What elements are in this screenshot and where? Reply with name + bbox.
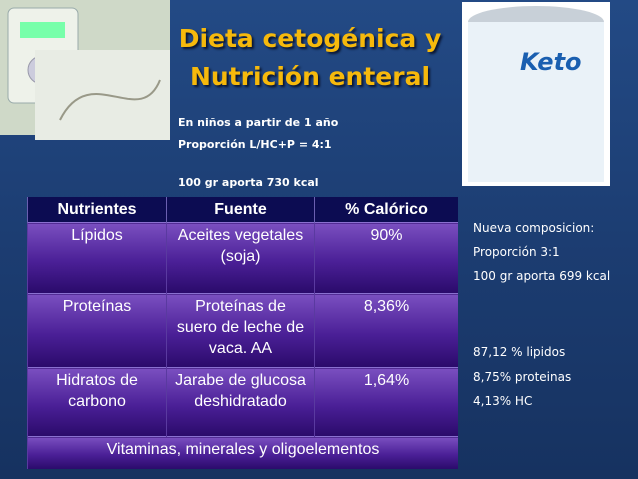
note: 100 gr aporta 699 kcal <box>473 269 611 283</box>
pump-screen <box>20 22 65 38</box>
header-cell: % Calórico <box>314 197 458 223</box>
cell: 90% <box>314 222 458 294</box>
cell: Proteínas de suero de leche de vaca. AA <box>166 293 315 368</box>
cell: 8,36% <box>314 293 458 368</box>
intro: Proporción L/HC+P = 4:1 <box>178 138 332 151</box>
table: Nutrientes Fuente % Calórico Lípidos Ace… <box>27 197 458 469</box>
note: Nueva composicion: <box>473 221 595 235</box>
row: Proteínas Proteínas de suero de leche de… <box>27 293 458 368</box>
can-body <box>468 22 604 182</box>
note: Proporción 3:1 <box>473 245 560 259</box>
title: Nutrición enteral <box>189 62 431 91</box>
cell: 1,64% <box>314 367 458 437</box>
cell: Jarabe de glucosa deshidratado <box>166 367 315 437</box>
header-cell: Fuente <box>166 197 315 223</box>
cell: Hidratos de carbono <box>27 367 167 437</box>
footer-cell: Vitaminas, minerales y oligoelementos <box>27 436 458 469</box>
cell: Aceites vegetales (soja) <box>166 222 315 294</box>
note: 4,13% HC <box>473 394 533 408</box>
note: 8,75% proteinas <box>473 370 572 384</box>
note: 87,12 % lipidos <box>473 345 566 359</box>
row: Hidratos de carbono Jarabe de glucosa de… <box>27 367 458 437</box>
header-cell: Nutrientes <box>27 197 167 223</box>
header-row: Nutrientes Fuente % Calórico <box>27 197 458 223</box>
cell: Lípidos <box>27 222 167 294</box>
footer-row: Vitaminas, minerales y oligoelementos <box>27 436 458 469</box>
intro: En niños a partir de 1 año <box>178 116 339 129</box>
tube <box>59 79 161 121</box>
title: Dieta cetogénica y <box>178 24 442 53</box>
row: Lípidos Aceites vegetales (soja) 90% <box>27 222 458 294</box>
intro: 100 gr aporta 730 kcal <box>178 176 319 189</box>
can-logo: Keto <box>520 48 582 76</box>
cell: Proteínas <box>27 293 167 368</box>
